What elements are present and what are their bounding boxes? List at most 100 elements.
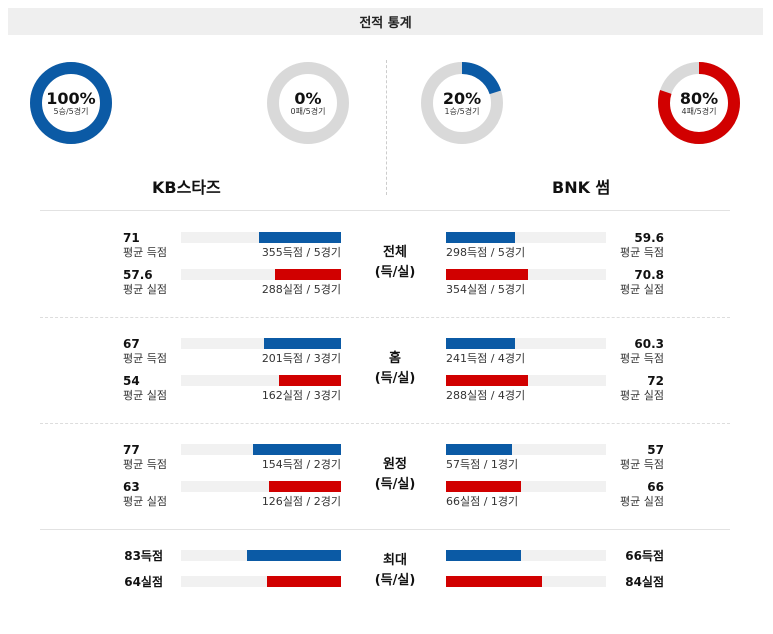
donut-left-loss: 0% 0패/5경기: [266, 61, 350, 145]
donut-fill: [658, 62, 740, 144]
section-label-sub: (득/실): [374, 265, 416, 280]
right-caption: 298득점 / 5경기: [446, 246, 526, 259]
donut-record: 4패/5경기: [681, 106, 717, 116]
donut-percent: 20%: [442, 88, 482, 108]
right-bar-track: [446, 232, 606, 243]
left-bar-fill: [269, 481, 341, 492]
section-label: 전체: [383, 245, 407, 260]
donut-record: 5승/5경기: [53, 106, 89, 116]
right-bar-fill: [446, 375, 528, 386]
right-bar-track: [446, 338, 606, 349]
right-bar-track: [446, 444, 606, 455]
left-value: 63: [123, 480, 140, 494]
max-left-bar-track: [181, 550, 341, 561]
left-label: 평균 득점: [123, 352, 167, 365]
right-bar-track: [446, 375, 606, 386]
right-label: 평균 실점: [620, 495, 664, 508]
left-bar-fill: [259, 232, 341, 243]
left-caption: 162실점 / 3경기: [261, 389, 341, 402]
max-right-bar-track: [446, 576, 606, 587]
left-caption: 355득점 / 5경기: [261, 246, 341, 259]
donut-percent: 100%: [46, 88, 96, 108]
vertical-divider: [386, 60, 387, 195]
section-label: 원정: [383, 457, 407, 472]
donut-record: 1승/5경기: [444, 106, 480, 116]
donut-right-loss: 80% 4패/5경기: [657, 61, 741, 145]
max-right-value: 66득점: [625, 549, 664, 563]
right-caption: 241득점 / 4경기: [446, 352, 526, 365]
left-label: 평균 득점: [123, 246, 167, 259]
left-bar-track: [181, 375, 341, 386]
right-bar-fill: [446, 269, 528, 280]
donut-percent: 80%: [679, 88, 719, 108]
max-left-bar-track: [181, 576, 341, 587]
right-label: 평균 득점: [620, 352, 664, 365]
donut-left-win: 100% 5승/5경기: [29, 61, 113, 145]
section-label: 홈: [389, 351, 401, 366]
left-label: 평균 득점: [123, 458, 167, 471]
right-value: 72: [647, 374, 664, 388]
right-value: 60.3: [634, 337, 664, 351]
left-value: 54: [123, 374, 140, 388]
left-caption: 288실점 / 5경기: [261, 283, 341, 296]
donut-track: [267, 62, 349, 144]
right-value: 57: [647, 443, 664, 457]
section-divider: [40, 529, 730, 530]
right-bar-fill: [446, 338, 515, 349]
right-caption: 57득점 / 1경기: [446, 458, 519, 471]
left-caption: 126실점 / 2경기: [261, 495, 341, 508]
section-divider: [40, 317, 730, 318]
donut-right-win: 20% 1승/5경기: [420, 61, 504, 145]
left-value: 57.6: [123, 268, 153, 282]
right-value: 66: [647, 480, 664, 494]
stats-title: 전적 통계: [359, 16, 412, 31]
left-bar-track: [181, 338, 341, 349]
left-bar-fill: [253, 444, 341, 455]
left-bar-track: [181, 481, 341, 492]
max-right-bar-fill: [446, 576, 542, 587]
right-label: 평균 실점: [620, 283, 664, 296]
right-caption: 66실점 / 1경기: [446, 495, 519, 508]
left-bar-track: [181, 232, 341, 243]
left-value: 67: [123, 337, 140, 351]
left-value: 77: [123, 443, 140, 457]
left-caption: 201득점 / 3경기: [261, 352, 341, 365]
left-label: 평균 실점: [123, 495, 167, 508]
stats-header: 전적 통계: [8, 8, 763, 35]
right-bar-fill: [446, 232, 515, 243]
donut-left-win-ring: [30, 62, 112, 144]
right-caption: 288실점 / 4경기: [446, 389, 526, 402]
left-bar-track: [181, 444, 341, 455]
section-label-sub: (득/실): [374, 477, 416, 492]
right-label: 평균 실점: [620, 389, 664, 402]
donut-record: 0패/5경기: [290, 106, 326, 116]
left-bar-fill: [275, 269, 341, 280]
max-left-bar-fill: [267, 576, 341, 587]
donut-left-loss-ring: [267, 62, 349, 144]
section-label-sub: (득/실): [374, 573, 416, 588]
right-value: 70.8: [634, 268, 664, 282]
team-name-left: KB스타즈: [152, 178, 221, 197]
max-left-value: 64실점: [124, 575, 163, 589]
right-bar-fill: [446, 444, 512, 455]
left-caption: 154득점 / 2경기: [261, 458, 341, 471]
left-bar-fill: [264, 338, 341, 349]
donut-right-win-ring: [421, 62, 503, 144]
section-label-sub: (득/실): [374, 371, 416, 386]
max-right-bar-track: [446, 550, 606, 561]
section-label: 최대: [383, 553, 407, 568]
team-name-right: BNK 썸: [552, 178, 611, 197]
left-value: 71: [123, 231, 140, 245]
left-label: 평균 실점: [123, 389, 167, 402]
left-label: 평균 실점: [123, 283, 167, 296]
section-divider: [40, 210, 730, 211]
right-label: 평균 득점: [620, 458, 664, 471]
right-bar-track: [446, 481, 606, 492]
donut-percent: 0%: [294, 88, 322, 108]
max-left-bar-fill: [247, 550, 341, 561]
max-left-value: 83득점: [124, 549, 163, 563]
right-label: 평균 득점: [620, 246, 664, 259]
section-divider: [40, 423, 730, 424]
max-right-bar-fill: [446, 550, 521, 561]
donut-right-loss-ring: [658, 62, 740, 144]
